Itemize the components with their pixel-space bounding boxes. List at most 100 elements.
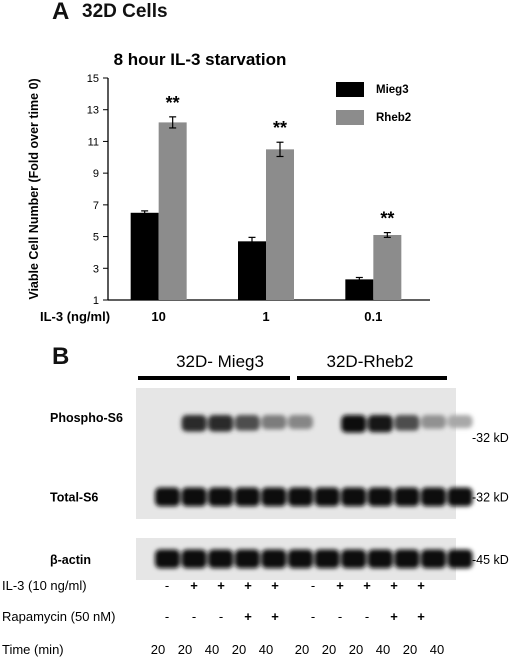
significance-marker: ** bbox=[380, 209, 394, 229]
blot-kd-marker: -32 kD bbox=[472, 431, 509, 445]
blot-band bbox=[261, 415, 287, 430]
condition-value: - bbox=[219, 609, 223, 624]
condition-value: + bbox=[390, 609, 398, 624]
condition-value: - bbox=[338, 609, 342, 624]
blot-band bbox=[181, 487, 207, 507]
blot-band bbox=[367, 549, 393, 569]
condition-value: - bbox=[311, 578, 315, 593]
blot-kd-marker: -45 kD bbox=[472, 553, 509, 567]
blot-kd-marker: -32 kD bbox=[472, 491, 509, 505]
condition-value: 20 bbox=[322, 642, 336, 657]
legend-swatch-mieg3 bbox=[336, 82, 364, 97]
y-tick-label: 7 bbox=[93, 200, 99, 212]
condition-value: 40 bbox=[205, 642, 219, 657]
blot-band bbox=[394, 487, 420, 507]
blot-band bbox=[234, 487, 260, 507]
condition-value: - bbox=[165, 609, 169, 624]
condition-value: + bbox=[271, 609, 279, 624]
y-tick-label: 13 bbox=[87, 105, 99, 117]
chart-title: 8 hour IL-3 starvation bbox=[114, 50, 287, 69]
blot-label: Phospho-S6 bbox=[50, 411, 123, 425]
blot-band bbox=[234, 549, 260, 569]
blot-label: β-actin bbox=[50, 553, 91, 567]
blot-band bbox=[181, 415, 207, 432]
group-bar-mieg3 bbox=[138, 376, 290, 380]
blot-band bbox=[447, 549, 473, 569]
blot-band bbox=[261, 549, 287, 569]
group-label-rheb2: 32D-Rheb2 bbox=[327, 352, 414, 371]
y-tick-label: 3 bbox=[93, 263, 99, 275]
blot-band bbox=[155, 487, 180, 507]
group-label-mieg3: 32D- Mieg3 bbox=[176, 352, 264, 371]
condition-value: - bbox=[365, 609, 369, 624]
blot-band bbox=[288, 487, 313, 507]
condition-value: - bbox=[311, 609, 315, 624]
blot-band bbox=[341, 487, 367, 507]
condition-value: + bbox=[271, 578, 279, 593]
blot-band bbox=[394, 549, 420, 569]
blot-band bbox=[181, 549, 207, 569]
condition-value: + bbox=[217, 578, 225, 593]
condition-value: 20 bbox=[349, 642, 363, 657]
blot-band bbox=[421, 549, 446, 569]
legend-swatch-rheb2 bbox=[336, 110, 364, 125]
y-axis-label: Viable Cell Number (Fold over time 0) bbox=[27, 78, 41, 299]
y-tick-label: 15 bbox=[87, 73, 99, 85]
bar-rheb2 bbox=[373, 234, 402, 300]
panel-b-letter: B bbox=[52, 343, 70, 370]
significance-marker: ** bbox=[273, 118, 287, 138]
condition-value: 20 bbox=[403, 642, 417, 657]
blot-band bbox=[367, 415, 393, 433]
x-tick-label: 1 bbox=[262, 309, 269, 324]
condition-value: 40 bbox=[376, 642, 390, 657]
blot-band bbox=[155, 549, 180, 569]
bar-chart: 8 hour IL-3 starvation13579111315Viable … bbox=[27, 50, 430, 324]
group-bar-rheb2 bbox=[297, 376, 447, 380]
blot-band bbox=[288, 549, 313, 569]
bar-mieg3 bbox=[130, 212, 159, 300]
western-blot-figure: 32D- Mieg3 32D-Rheb2 Phospho-S6 -32 kD Total… bbox=[2, 352, 509, 657]
legend-label-mieg3: Mieg3 bbox=[376, 84, 409, 96]
condition-row-label: Time (min) bbox=[2, 642, 64, 657]
condition-row-label: Rapamycin (50 nM) bbox=[2, 609, 115, 624]
blot-band bbox=[261, 487, 287, 507]
blot-band bbox=[288, 415, 313, 430]
bar-mieg3 bbox=[345, 279, 374, 300]
legend-label-rheb2: Rheb2 bbox=[376, 112, 411, 124]
x-tick-label: 10 bbox=[151, 309, 165, 324]
blot-bands bbox=[155, 549, 473, 569]
blot-band bbox=[421, 415, 446, 429]
blot-band bbox=[208, 487, 234, 507]
bar-rheb2 bbox=[266, 149, 294, 300]
condition-value: - bbox=[165, 578, 169, 593]
condition-row-label: IL-3 (10 ng/ml) bbox=[2, 578, 87, 593]
blot-bands bbox=[181, 415, 473, 433]
bar-mieg3 bbox=[238, 241, 266, 300]
y-tick-label: 11 bbox=[88, 136, 99, 148]
condition-value: 20 bbox=[151, 642, 165, 657]
x-axis-label: IL-3 (ng/ml) bbox=[40, 309, 110, 324]
condition-value: + bbox=[363, 578, 371, 593]
y-tick-label: 5 bbox=[93, 232, 99, 244]
blot-band bbox=[341, 549, 367, 569]
condition-value: + bbox=[336, 578, 344, 593]
condition-value: + bbox=[417, 578, 425, 593]
blot-band bbox=[341, 415, 367, 433]
condition-value: 40 bbox=[259, 642, 273, 657]
blot-band bbox=[447, 487, 473, 507]
panel-a-letter: A bbox=[52, 0, 70, 25]
blot-band bbox=[314, 549, 340, 569]
condition-value: 20 bbox=[178, 642, 192, 657]
blot-band bbox=[234, 415, 260, 431]
y-tick-label: 1 bbox=[93, 295, 99, 307]
blot-band bbox=[367, 487, 393, 507]
condition-value: 20 bbox=[295, 642, 309, 657]
x-tick-label: 0.1 bbox=[364, 309, 382, 324]
condition-value: + bbox=[417, 609, 425, 624]
condition-value: + bbox=[390, 578, 398, 593]
condition-value: - bbox=[192, 609, 196, 624]
condition-value: 40 bbox=[430, 642, 444, 657]
panel-a-title: 32D Cells bbox=[82, 1, 168, 22]
significance-marker: ** bbox=[166, 93, 180, 113]
blot-band bbox=[394, 415, 420, 431]
